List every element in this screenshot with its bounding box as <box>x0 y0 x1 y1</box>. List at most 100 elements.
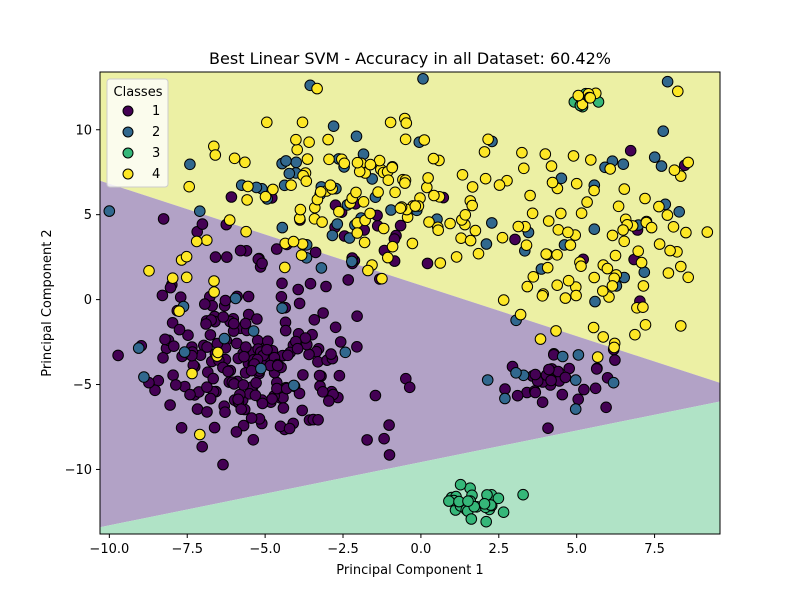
data-point-class-2 <box>655 160 668 172</box>
data-point-class-4 <box>384 116 397 129</box>
data-point-class-2 <box>194 205 206 217</box>
data-point-class-4 <box>279 261 291 274</box>
legend-marker-4 <box>122 168 134 180</box>
data-point-class-2 <box>510 367 522 379</box>
data-point-class-2 <box>572 349 585 361</box>
data-point-class-4 <box>296 116 309 129</box>
data-point-class-4 <box>645 221 658 234</box>
data-point-class-1 <box>225 191 238 203</box>
data-point-class-2 <box>346 255 358 268</box>
data-point-class-4 <box>606 229 619 242</box>
data-point-class-4 <box>350 186 362 199</box>
data-point-class-1 <box>312 414 324 426</box>
data-point-class-4 <box>668 164 681 176</box>
data-point-class-2 <box>556 350 569 363</box>
data-point-class-1 <box>166 317 179 329</box>
data-point-class-1 <box>204 392 217 405</box>
data-point-class-4 <box>406 237 419 250</box>
data-point-class-4 <box>389 186 401 199</box>
data-point-class-4 <box>588 271 601 284</box>
data-point-class-4 <box>464 234 477 247</box>
data-point-class-3 <box>462 495 474 508</box>
data-point-class-4 <box>194 428 206 441</box>
data-point-class-4 <box>609 249 622 262</box>
data-point-class-1 <box>559 371 572 384</box>
data-point-class-4 <box>479 172 492 185</box>
data-point-class-4 <box>323 153 335 166</box>
legend-label-4: 4 <box>152 167 160 182</box>
data-point-class-4 <box>456 169 469 181</box>
legend-box <box>106 78 169 188</box>
data-point-class-4 <box>570 177 583 190</box>
data-point-class-2 <box>385 204 397 216</box>
data-point-class-1 <box>509 233 521 246</box>
data-point-class-3 <box>497 506 510 519</box>
data-point-class-1 <box>303 348 315 361</box>
data-point-class-4 <box>418 134 431 146</box>
data-point-class-1 <box>234 244 247 257</box>
data-point-class-4 <box>459 209 472 221</box>
data-point-class-1 <box>245 412 258 424</box>
data-point-class-4 <box>542 215 555 227</box>
data-point-class-4 <box>635 256 648 269</box>
data-point-class-4 <box>567 150 580 162</box>
data-point-class-4 <box>338 157 351 170</box>
data-point-class-1 <box>237 379 250 391</box>
data-point-class-2 <box>588 223 601 235</box>
data-point-class-4 <box>322 133 334 146</box>
data-point-class-1 <box>217 311 230 323</box>
data-point-class-1 <box>275 291 288 303</box>
x-tick-label: 2.5 <box>488 542 509 557</box>
data-point-class-1 <box>196 218 209 230</box>
data-point-class-1 <box>251 313 263 325</box>
data-point-class-4 <box>675 320 687 332</box>
data-point-class-4 <box>173 305 185 318</box>
y-tick-label: 0 <box>84 293 92 308</box>
data-point-class-1 <box>323 395 335 407</box>
data-point-class-4 <box>382 251 394 264</box>
data-point-class-2 <box>326 229 339 242</box>
data-point-class-4 <box>300 175 313 187</box>
data-point-class-1 <box>204 329 217 341</box>
data-point-class-1 <box>201 341 213 353</box>
data-point-class-2 <box>569 403 582 415</box>
data-point-class-1 <box>334 336 347 348</box>
data-point-class-1 <box>329 321 342 334</box>
data-point-class-4 <box>581 196 593 208</box>
data-point-class-2 <box>657 125 670 137</box>
data-point-class-1 <box>266 393 278 405</box>
data-point-class-1 <box>242 290 255 303</box>
data-point-class-1 <box>590 363 603 375</box>
data-point-class-4 <box>572 89 585 102</box>
data-point-class-1 <box>271 359 284 372</box>
data-point-class-1 <box>378 432 390 445</box>
data-point-class-2 <box>315 262 328 274</box>
data-point-class-4 <box>208 275 220 287</box>
data-point-class-4 <box>588 184 600 197</box>
x-tick-label: −2.5 <box>327 542 359 557</box>
data-point-class-3 <box>478 498 491 510</box>
data-point-class-1 <box>270 243 283 255</box>
data-point-class-1 <box>299 332 312 344</box>
data-point-class-1 <box>556 388 569 401</box>
data-point-class-4 <box>597 331 610 343</box>
data-point-class-3 <box>517 488 529 501</box>
data-point-class-1 <box>308 314 321 326</box>
data-point-class-4 <box>291 143 304 156</box>
data-point-class-4 <box>400 117 413 129</box>
data-point-class-4 <box>612 200 625 213</box>
data-point-class-1 <box>175 422 188 434</box>
data-point-class-1 <box>235 403 247 416</box>
data-point-class-1 <box>309 246 322 259</box>
data-point-class-1 <box>283 422 296 435</box>
data-point-class-2 <box>255 362 267 375</box>
data-point-class-4 <box>526 207 539 220</box>
data-point-class-1 <box>624 144 637 157</box>
data-point-class-1 <box>196 440 208 453</box>
data-point-class-4 <box>545 160 558 172</box>
data-point-class-2 <box>648 151 661 163</box>
data-point-class-4 <box>559 292 572 304</box>
data-point-class-4 <box>632 245 645 257</box>
data-point-class-1 <box>222 365 234 378</box>
data-point-class-4 <box>539 148 552 160</box>
